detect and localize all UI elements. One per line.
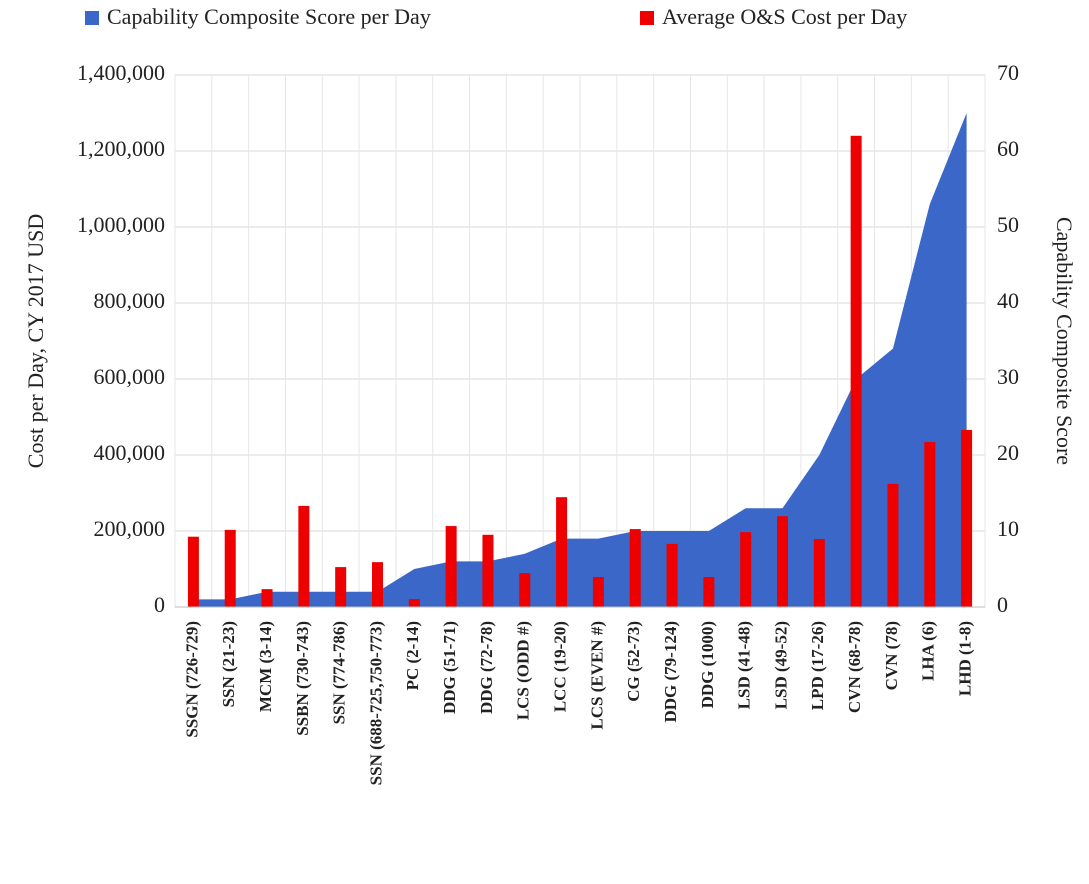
- x-tick-label: LCS (EVEN #): [587, 621, 606, 730]
- bar: [887, 483, 899, 607]
- x-tick-label: SSN (774-786): [330, 621, 349, 724]
- x-tick-label: DDG (51-71): [440, 621, 459, 714]
- bar: [961, 429, 973, 607]
- bar: [224, 529, 236, 607]
- x-tick-label: DDG (72-78): [477, 621, 496, 714]
- x-tick-label: SSGN (726-729): [182, 621, 201, 738]
- bar: [703, 576, 715, 607]
- bar: [372, 562, 383, 607]
- y-tick-label: 800,000: [94, 288, 166, 313]
- y-tick-label: 600,000: [94, 364, 166, 389]
- bar: [187, 536, 199, 607]
- legend-swatch: [640, 11, 654, 25]
- x-tick-label: SSN (688-725,750-773): [366, 621, 385, 785]
- x-tick-label: LPD (17-26): [808, 621, 827, 710]
- bar: [850, 135, 862, 608]
- x-tick-label: LSD (41-48): [735, 621, 754, 709]
- x-tick-label: LHA (6): [919, 621, 938, 681]
- y2-tick-label: 30: [997, 364, 1019, 389]
- y2-axis-title: Capability Composite Score: [1052, 217, 1077, 465]
- x-tick-label: PC (2-14): [403, 621, 422, 690]
- x-tick-label: CG (52-73): [624, 621, 643, 702]
- y2-tick-label: 20: [997, 440, 1019, 465]
- x-tick-label: MCM (3-14): [256, 621, 275, 712]
- y-tick-label: 1,000,000: [77, 212, 165, 237]
- y-tick-label: 200,000: [94, 516, 166, 541]
- bar: [813, 538, 825, 607]
- y2-tick-label: 10: [997, 516, 1019, 541]
- x-tick-label: LSD (49-52): [771, 621, 790, 709]
- bar: [335, 567, 347, 607]
- y-tick-label: 400,000: [94, 440, 166, 465]
- x-tick-label: DDG (1000): [698, 621, 717, 708]
- x-tick-label: CVN (78): [882, 621, 901, 690]
- y-tick-label: 0: [154, 592, 165, 617]
- bar: [629, 529, 641, 607]
- y2-tick-label: 0: [997, 592, 1008, 617]
- legend-label: Capability Composite Score per Day: [107, 4, 431, 29]
- bar: [408, 599, 420, 607]
- y2-tick-label: 60: [997, 136, 1019, 161]
- y-axis-title: Cost per Day, CY 2017 USD: [23, 214, 48, 468]
- legend-label: Average O&S Cost per Day: [662, 4, 907, 29]
- y2-tick-label: 50: [997, 212, 1019, 237]
- y2-tick-label: 70: [997, 60, 1019, 85]
- y-tick-label: 1,200,000: [77, 136, 165, 161]
- bar: [924, 442, 936, 607]
- bar: [482, 534, 494, 607]
- bar: [592, 576, 604, 607]
- bar: [666, 543, 678, 607]
- bar: [519, 573, 531, 607]
- x-tick-label: LHD (1-8): [955, 621, 974, 696]
- x-tick-label: DDG (79-124): [661, 621, 680, 723]
- x-tick-label: LCC (19-20): [550, 621, 569, 712]
- x-tick-label: CVN (68-78): [845, 621, 864, 713]
- x-tick-label: LCS (ODD #): [514, 621, 533, 720]
- y-tick-label: 1,400,000: [77, 60, 165, 85]
- legend-swatch: [85, 11, 99, 25]
- bar: [777, 516, 788, 607]
- x-tick-label: SSN (21-23): [219, 621, 238, 707]
- y2-tick-label: 40: [997, 288, 1019, 313]
- bar: [298, 505, 310, 607]
- x-tick-label: SSBN (730-743): [293, 621, 312, 736]
- bar: [740, 532, 752, 607]
- bar: [445, 526, 457, 607]
- bar: [261, 589, 273, 607]
- bar: [556, 497, 568, 607]
